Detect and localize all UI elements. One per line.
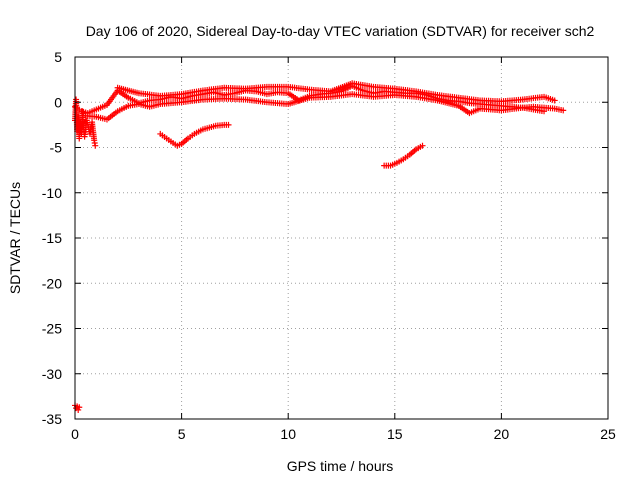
x-tick-label: 10 — [280, 426, 296, 442]
x-tick-label: 0 — [71, 426, 79, 442]
data-point — [551, 97, 558, 104]
data-point — [560, 107, 567, 114]
y-tick-label: 0 — [54, 94, 62, 110]
x-tick-labels: 0 5 10 15 20 25 — [71, 426, 616, 442]
x-tick-label: 5 — [178, 426, 186, 442]
data-point — [75, 406, 82, 413]
x-tick-label: 25 — [600, 426, 616, 442]
data-point — [419, 142, 426, 149]
x-tick-label: 20 — [494, 426, 510, 442]
data-point — [225, 121, 232, 128]
y-tick-labels: 5 0 -5 -10 -15 -20 -25 -30 -35 — [42, 49, 62, 427]
chart-title: Day 106 of 2020, Sidereal Day-to-day VTE… — [86, 23, 595, 39]
y-tick-label: -15 — [42, 230, 62, 246]
plot-border — [74, 56, 609, 420]
y-tick-label: -25 — [42, 321, 62, 337]
y-tick-label: -35 — [42, 411, 62, 427]
plot-frame — [74, 56, 609, 420]
data-point — [541, 108, 548, 115]
y-axis-label: SDTVAR / TECUs — [7, 182, 23, 294]
y-tick-label: -10 — [42, 185, 62, 201]
x-axis-label: GPS time / hours — [287, 458, 394, 474]
data-points — [72, 80, 567, 413]
y-tick-label: -20 — [42, 275, 62, 291]
data-point — [76, 404, 83, 411]
grid-lines — [75, 57, 608, 419]
x-tick-label: 15 — [387, 426, 403, 442]
y-tick-label: 5 — [54, 49, 62, 65]
data-point — [92, 142, 99, 149]
y-tick-label: -30 — [42, 366, 62, 382]
y-tick-label: -5 — [50, 140, 63, 156]
